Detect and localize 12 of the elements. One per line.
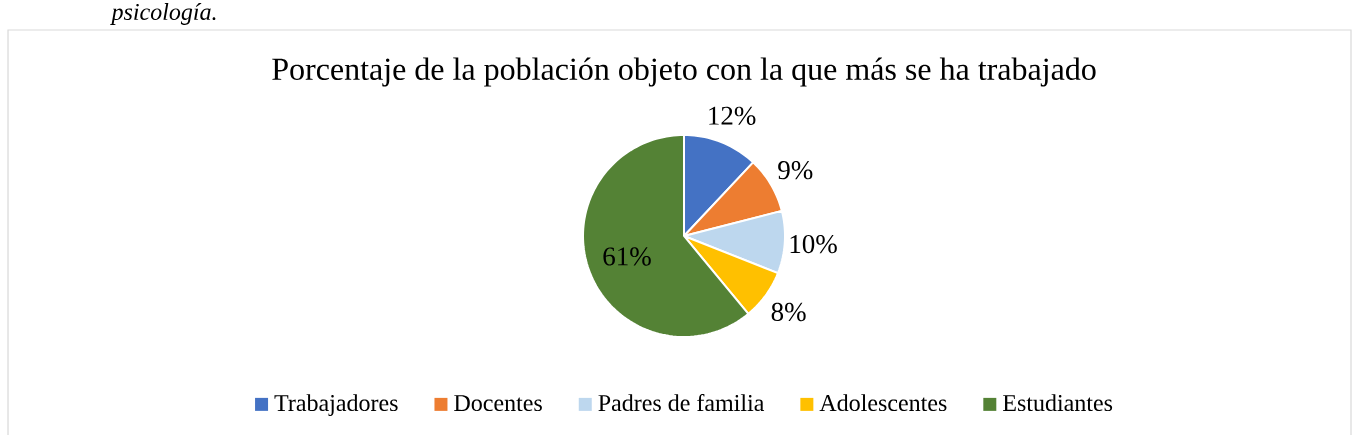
- legend-label: Estudiantes: [1003, 394, 1113, 412]
- legend-label: Docentes: [454, 395, 542, 412]
- data-label: 9%: [778, 161, 813, 180]
- legend-label: Adolescentes: [819, 394, 947, 412]
- data-label: 10%: [790, 234, 837, 254]
- legend-label: Trabajadores: [274, 394, 398, 416]
- data-label: 61%: [603, 247, 651, 266]
- chart-title: Porcentaje de la población objeto con la que más se ha trabajado: [272, 57, 1096, 87]
- text: psicología.: [110, 3, 216, 25]
- data-label: 12%: [709, 106, 756, 125]
- legend-label: Padres de familia: [598, 393, 765, 412]
- data-label: 8%: [771, 302, 806, 322]
